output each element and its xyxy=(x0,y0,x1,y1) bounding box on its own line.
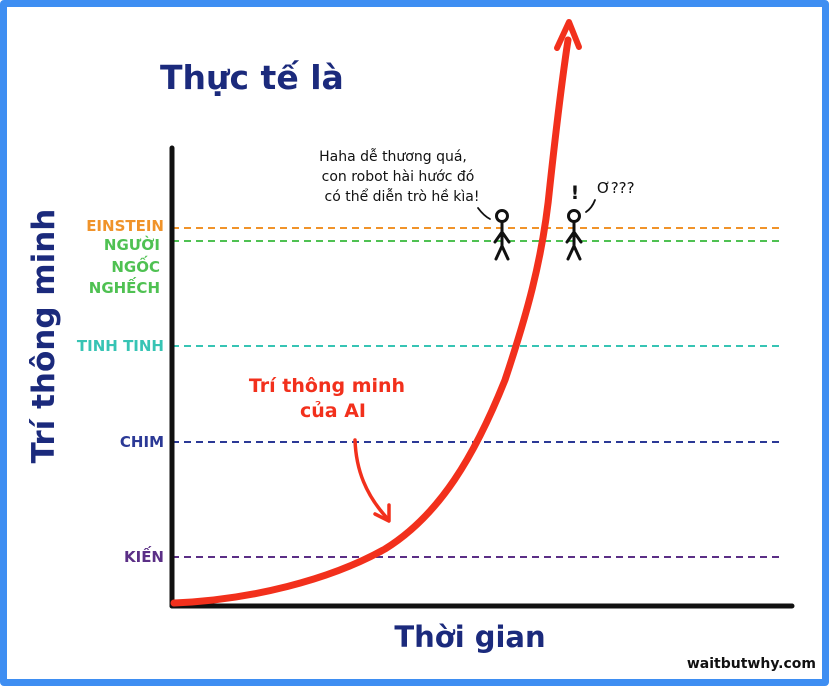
speech-tail-left xyxy=(477,207,491,220)
stick-figure-right xyxy=(565,209,583,261)
stick-figure-left-legs xyxy=(494,244,510,261)
credit-text: waitbutwhy.com xyxy=(687,656,816,672)
y-axis-label: Trí thông minh xyxy=(26,209,62,464)
ai-intelligence-curve xyxy=(170,36,572,607)
ai-curve-label: Trí thông minh của AI xyxy=(249,375,405,422)
ai-curve-arrowhead xyxy=(554,19,582,51)
level-label-dumb-human: NGƯỜI NGỐC NGHẾCH xyxy=(89,235,160,297)
ai-curve-label-line-2: của AI xyxy=(300,400,366,422)
ai-curve-label-line-1: Trí thông minh xyxy=(249,375,405,397)
level-label-dumb-human-line-3: NGHẾCH xyxy=(89,276,160,297)
speech-tail-right xyxy=(585,199,596,213)
stick-figure-right-legs xyxy=(566,244,582,261)
level-label-dumb-human-line-2: NGỐC xyxy=(111,255,160,276)
ai-label-pointer-arrow xyxy=(353,438,389,520)
ai-label-pointer-arrowhead xyxy=(373,503,391,523)
stick-figure-left-arms xyxy=(493,230,511,244)
stick-figure-left xyxy=(493,209,511,261)
diagram-title: Thực tế là xyxy=(160,58,344,97)
speech-left-line-1: Haha dễ thương quá, xyxy=(319,148,467,165)
speech-text-left: Haha dễ thương quá, con robot hài hước đ… xyxy=(319,148,479,205)
speech-left-line-2: con robot hài hước đó xyxy=(322,169,475,185)
stick-figure-right-arms xyxy=(565,230,583,244)
speech-right-exclamation: ! xyxy=(571,182,580,204)
level-label-dumb-human-line-1: NGƯỜI xyxy=(104,235,160,254)
level-label-bird: CHIM xyxy=(120,433,164,451)
x-axis-label: Thời gian xyxy=(394,620,545,654)
level-label-chimp: TINH TINH xyxy=(77,337,164,355)
speech-text-right: Ơ??? xyxy=(597,179,635,197)
speech-left-line-3: có thể diễn trò hề kìa! xyxy=(325,188,480,205)
level-label-ant: KIẾN xyxy=(124,545,164,566)
stick-figure-left-head xyxy=(495,209,509,223)
stick-figure-right-head xyxy=(567,209,581,223)
level-label-einstein: EINSTEIN xyxy=(86,217,164,235)
